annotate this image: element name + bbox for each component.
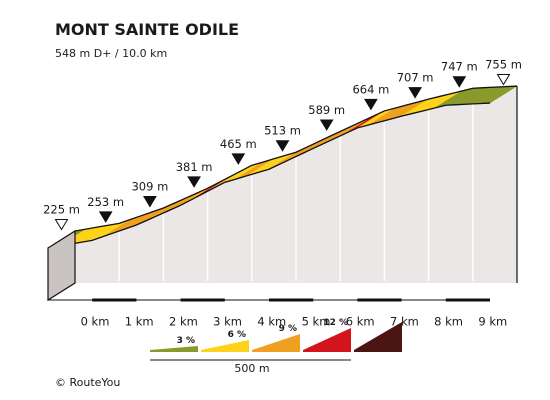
legend-swatch (201, 340, 249, 352)
km-label: 4 km (257, 315, 286, 329)
legend-swatch (354, 322, 402, 352)
legend-label: 12 % (323, 318, 348, 328)
elevation-label: 755 m (485, 58, 522, 72)
elevation-marker (408, 87, 422, 99)
km-label: 0 km (81, 315, 110, 329)
elevation-marker (364, 98, 378, 111)
base-floor (48, 283, 517, 300)
profile-back-edge (74, 85, 518, 232)
km-label: 5 km (302, 315, 331, 329)
left-end-cap (47, 229, 76, 302)
legend-swatch (303, 328, 351, 352)
chart-subtitle: 548 m D+ / 10.0 km (55, 47, 167, 60)
elevation-marker (187, 176, 201, 188)
elevation-marker (231, 153, 246, 165)
km-label: 1 km (125, 315, 154, 329)
elevation-label: 664 m (352, 82, 389, 96)
profile-group: 0 km 1 km 2 km 3 km 4 km 5 km 6 km 7 km 8 km 9 km (47, 85, 518, 329)
legend-swatch (252, 334, 300, 352)
elevation-label: 465 m (220, 137, 257, 151)
markers-group: 225 m 253 m 309 m 381 m 465 m 513 m 589 m 664 m… (43, 58, 522, 231)
elevation-marker (98, 211, 113, 223)
elevation-label: 747 m (441, 60, 478, 74)
elevation-marker (452, 76, 467, 88)
elevation-marker (319, 119, 334, 131)
km-label: 6 km (346, 315, 375, 329)
elevation-label: 309 m (131, 180, 168, 194)
elevation-marker (275, 140, 290, 152)
scale-label: 500 m (234, 362, 269, 375)
km-label: 9 km (478, 315, 507, 329)
elevation-label: 589 m (308, 103, 345, 117)
km-label: 2 km (169, 315, 198, 329)
legend-swatch (150, 346, 198, 352)
legend-label: 9 % (279, 324, 297, 334)
elevation-label: 225 m (43, 203, 80, 217)
km-label: 3 km (213, 315, 242, 329)
elevation-marker (54, 219, 69, 231)
elevation-marker (143, 196, 157, 208)
profile-front-edge (47, 102, 491, 249)
legend-label: 6 % (228, 330, 246, 340)
elevation-label: 381 m (176, 160, 213, 174)
elevation-marker (496, 74, 511, 86)
km-label: 8 km (434, 315, 463, 329)
legend-label: 3 % (177, 336, 195, 346)
elevation-label: 253 m (87, 195, 124, 209)
elevation-label: 707 m (397, 71, 434, 85)
chart-title: MONT SAINTE ODILE (55, 20, 239, 39)
credit-text: © RouteYou (55, 376, 120, 389)
elevation-label: 513 m (264, 124, 301, 138)
legend-group: 3 % 6 % 9 % 12 % 500 m (150, 318, 402, 375)
